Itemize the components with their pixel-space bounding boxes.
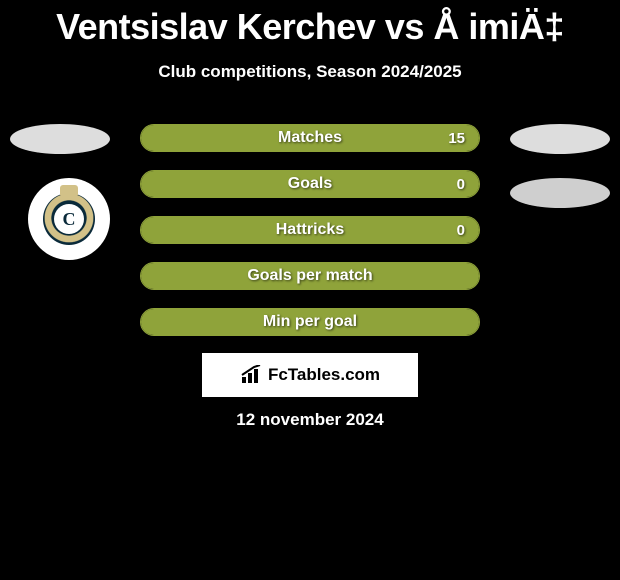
stat-label: Goals per match <box>141 267 479 285</box>
subtitle: Club competitions, Season 2024/2025 <box>0 62 620 82</box>
stat-row-hattricks: Hattricks 0 <box>140 216 480 244</box>
club-crest-letter: C <box>54 204 84 234</box>
player-left-avatar-placeholder <box>10 124 110 154</box>
stat-row-min-per-goal: Min per goal <box>140 308 480 336</box>
brand-text: FcTables.com <box>268 365 380 385</box>
stat-row-matches: Matches 15 <box>140 124 480 152</box>
stat-value: 0 <box>457 176 465 193</box>
stat-value: 15 <box>448 130 465 147</box>
club-crest-icon: C <box>43 193 95 245</box>
stat-label: Matches <box>141 129 479 147</box>
stat-row-goals-per-match: Goals per match <box>140 262 480 290</box>
club-right-badge-placeholder <box>510 178 610 208</box>
brand-badge[interactable]: FcTables.com <box>202 353 418 397</box>
club-left-badge: C <box>28 178 110 260</box>
stat-label: Hattricks <box>141 221 479 239</box>
stat-label: Goals <box>141 175 479 193</box>
bar-chart-icon <box>240 365 264 385</box>
player-right-avatar-placeholder <box>510 124 610 154</box>
snapshot-date: 12 november 2024 <box>0 410 620 430</box>
stat-row-goals: Goals 0 <box>140 170 480 198</box>
page-title: Ventsislav Kerchev vs Å imiÄ‡ <box>0 0 620 48</box>
stat-label: Min per goal <box>141 313 479 331</box>
stat-value: 0 <box>457 222 465 239</box>
stats-panel: Matches 15 Goals 0 Hattricks 0 Goals per… <box>140 124 480 354</box>
